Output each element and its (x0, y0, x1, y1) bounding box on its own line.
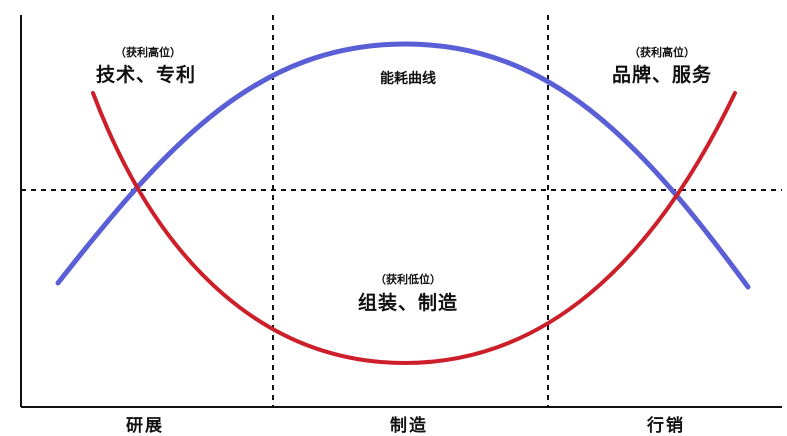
x-label-manufacturing: 制造 (390, 416, 428, 436)
curve-label: 能耗曲线 (380, 71, 436, 87)
bottom-zone-main-label: 组装、制造 (357, 292, 459, 314)
left-zone-main-label: 技术、专利 (95, 64, 197, 86)
right-zone-sub-label: （获利高位） (629, 46, 695, 59)
right-zone-main-label: 品牌、服务 (611, 64, 713, 86)
bottom-zone-sub-label: （获利低位） (375, 273, 441, 286)
red-curve (91, 91, 737, 366)
blue-curve (55, 41, 751, 290)
left-zone-sub-label: （获利高位） (115, 46, 181, 59)
x-label-marketing: 行销 (647, 416, 685, 436)
x-label-research: 研展 (126, 416, 164, 436)
